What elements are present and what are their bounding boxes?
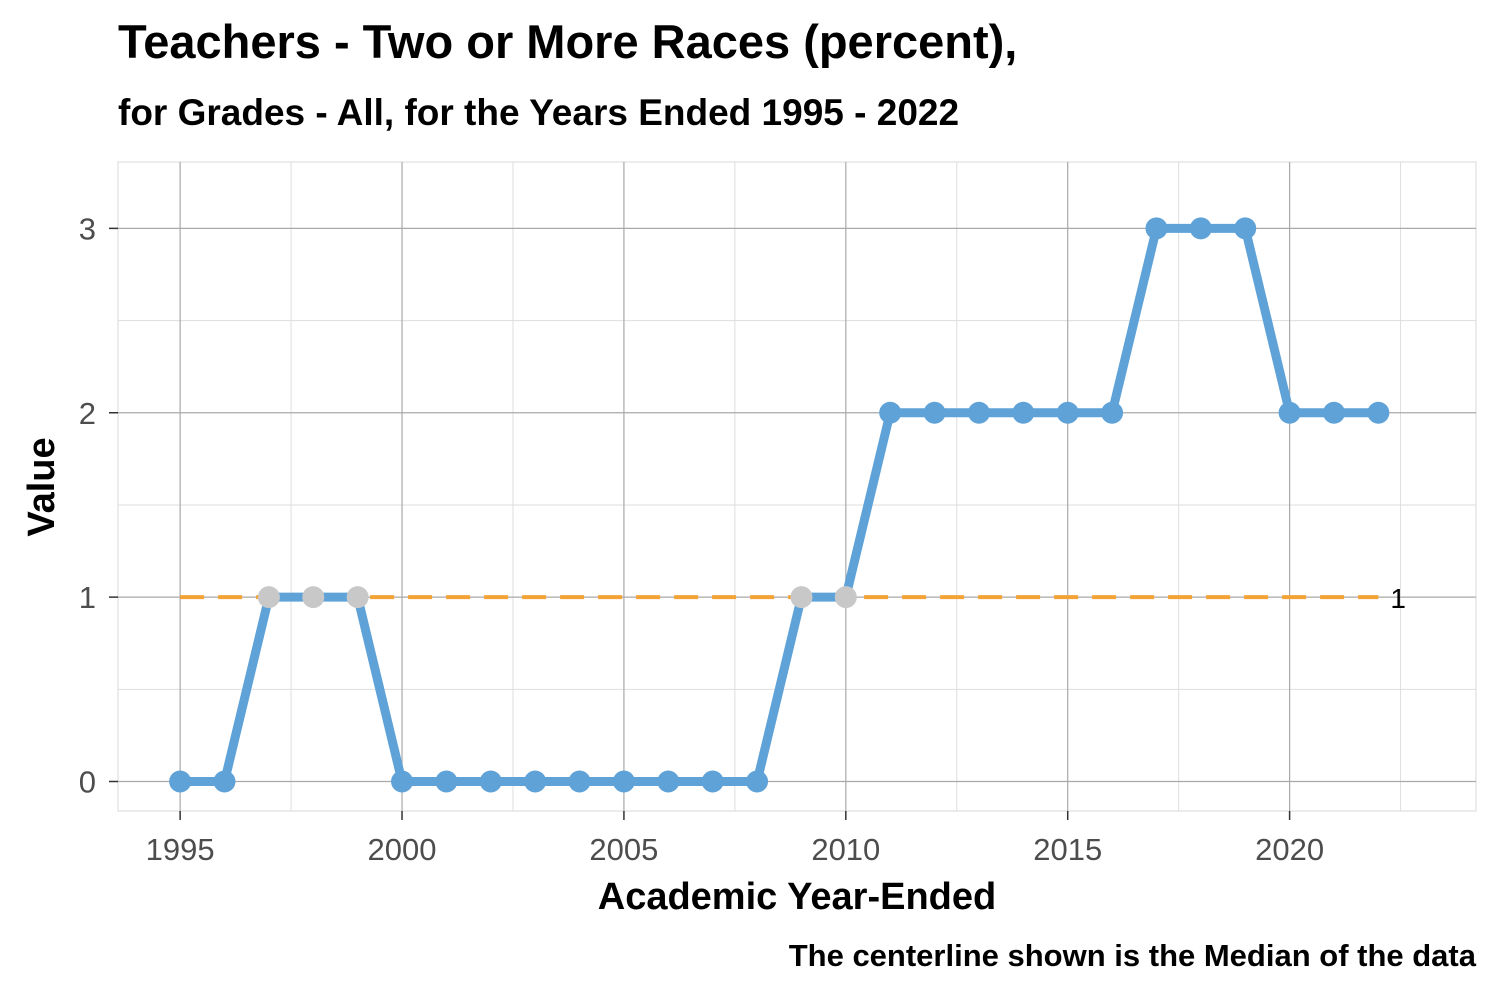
x-tick-label: 2000	[368, 832, 437, 867]
centerline: 1	[180, 583, 1406, 614]
data-point	[479, 770, 502, 793]
y-tick-label: 1	[79, 580, 96, 615]
data-point	[923, 401, 946, 424]
y-tick-label: 0	[79, 765, 96, 800]
data-point	[657, 770, 680, 793]
y-axis-title: Value	[21, 437, 63, 536]
data-point	[746, 770, 769, 793]
data-point	[1012, 401, 1035, 424]
data-points	[169, 217, 1390, 793]
data-point	[391, 770, 414, 793]
x-tick-labels: 1995 2000 2005 2010 2015 2020	[146, 832, 1324, 867]
data-point	[1278, 401, 1301, 424]
data-point	[435, 770, 458, 793]
data-point	[967, 401, 990, 424]
data-point	[1367, 401, 1390, 424]
data-point	[1056, 401, 1079, 424]
x-tick-label: 1995	[146, 832, 215, 867]
data-point	[213, 770, 236, 793]
y-tick-label: 2	[79, 396, 96, 431]
data-point	[790, 586, 813, 609]
data-point	[1322, 401, 1345, 424]
chart-caption: The centerline shown is the Median of th…	[788, 938, 1476, 973]
data-point	[834, 586, 857, 609]
x-axis-title: Academic Year-Ended	[598, 876, 996, 918]
chart-title: Teachers - Two or More Races (percent),	[118, 15, 1018, 68]
data-point	[1189, 217, 1212, 240]
y-tick-label: 3	[79, 211, 96, 246]
data-point	[524, 770, 547, 793]
axis-ticks	[109, 227, 1291, 820]
data-point	[169, 770, 192, 793]
data-point	[701, 770, 724, 793]
data-point	[257, 586, 280, 609]
data-point	[879, 401, 902, 424]
series	[175, 223, 1383, 786]
x-tick-label: 2010	[811, 832, 880, 867]
data-point	[1234, 217, 1257, 240]
x-tick-label: 2015	[1033, 832, 1102, 867]
data-point	[302, 586, 325, 609]
series-line	[175, 223, 1383, 786]
plot-panel	[117, 161, 1477, 812]
chart-subtitle: for Grades - All, for the Years Ended 19…	[118, 92, 960, 133]
minor-gridlines	[118, 162, 1476, 811]
centerline-label: 1	[1390, 583, 1406, 614]
y-tick-labels: 0 1 2 3	[79, 211, 96, 799]
data-point	[1145, 217, 1168, 240]
data-point	[346, 586, 369, 609]
data-point	[612, 770, 635, 793]
x-tick-label: 2020	[1255, 832, 1324, 867]
data-point	[1101, 401, 1124, 424]
data-point	[568, 770, 591, 793]
x-tick-label: 2005	[589, 832, 658, 867]
